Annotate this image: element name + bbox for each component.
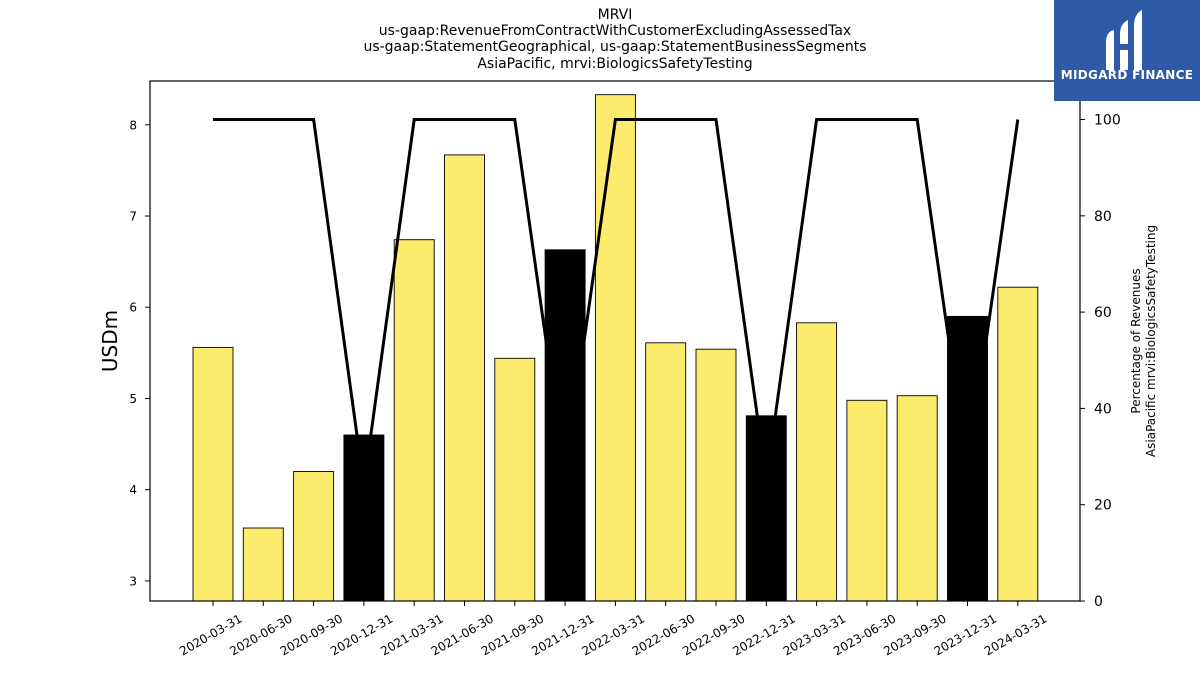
y2-tick-label: 40 — [1094, 401, 1112, 417]
bar-2020-09-30 — [293, 471, 335, 602]
bar-2023-06-30 — [846, 399, 888, 602]
y-tick-label: 6 — [129, 301, 137, 315]
chart-title-line-2: us-gaap:RevenueFromContractWithCustomerE… — [378, 23, 852, 39]
y2-tick-label: 100 — [1094, 113, 1121, 129]
chart-title-line-1: MRVI — [597, 7, 633, 23]
bar-2022-06-30 — [645, 342, 687, 602]
y2-tick-label: 80 — [1094, 209, 1112, 225]
y-axis-label: USDm — [98, 310, 122, 372]
logo-mark-icon — [1106, 10, 1142, 70]
bar-2022-03-31 — [594, 94, 636, 602]
right-axis-ticks: 0 20 40 60 80 100 — [1080, 113, 1121, 610]
y-tick-label: 3 — [129, 574, 137, 588]
chart-title-line-3: us-gaap:StatementGeographical, us-gaap:S… — [363, 39, 867, 55]
bar-2021-03-31 — [393, 239, 435, 602]
y-tick-label: 7 — [129, 210, 137, 224]
bar-2022-12-31 — [745, 415, 787, 602]
bar-series — [192, 94, 1039, 602]
y-tick-label: 5 — [129, 392, 137, 406]
bar-2023-12-31 — [947, 315, 988, 602]
y-tick-label: 4 — [129, 483, 137, 497]
y2-tick-label: 20 — [1094, 498, 1112, 514]
bar-2021-12-31 — [544, 249, 586, 602]
bar-2022-09-30 — [695, 348, 737, 602]
y2-tick-label: 0 — [1094, 594, 1103, 610]
brand-logo: MIDGARD FINANCE — [1054, 0, 1200, 101]
bar-2023-03-31 — [796, 322, 838, 602]
y2-axis-label-line-1: Percentage of Revenues — [1129, 268, 1143, 413]
y2-axis-label-line-2: AsiaPacific mrvi:BiologicsSafetyTesting — [1144, 225, 1158, 457]
bar-2021-09-30 — [494, 357, 536, 602]
bar-2020-06-30 — [242, 527, 284, 602]
bar-2021-06-30 — [444, 154, 485, 602]
bar-2023-09-30 — [896, 395, 938, 602]
y2-tick-label: 60 — [1094, 305, 1112, 321]
percentage-line — [213, 118, 1020, 486]
left-axis-ticks: 3 4 5 6 7 8 — [129, 118, 150, 588]
y-tick-label: 8 — [129, 118, 137, 132]
chart-title-line-4: AsiaPacific, mrvi:BiologicsSafetyTesting — [477, 56, 753, 72]
bar-2020-12-31 — [343, 434, 385, 602]
bar-2020-03-31 — [192, 346, 234, 602]
x-axis-ticks: 2020-03-312020-06-302020-09-302020-12-31… — [177, 601, 1049, 658]
bar-2024-03-31 — [997, 286, 1039, 602]
logo-text: MIDGARD FINANCE — [1060, 68, 1194, 82]
